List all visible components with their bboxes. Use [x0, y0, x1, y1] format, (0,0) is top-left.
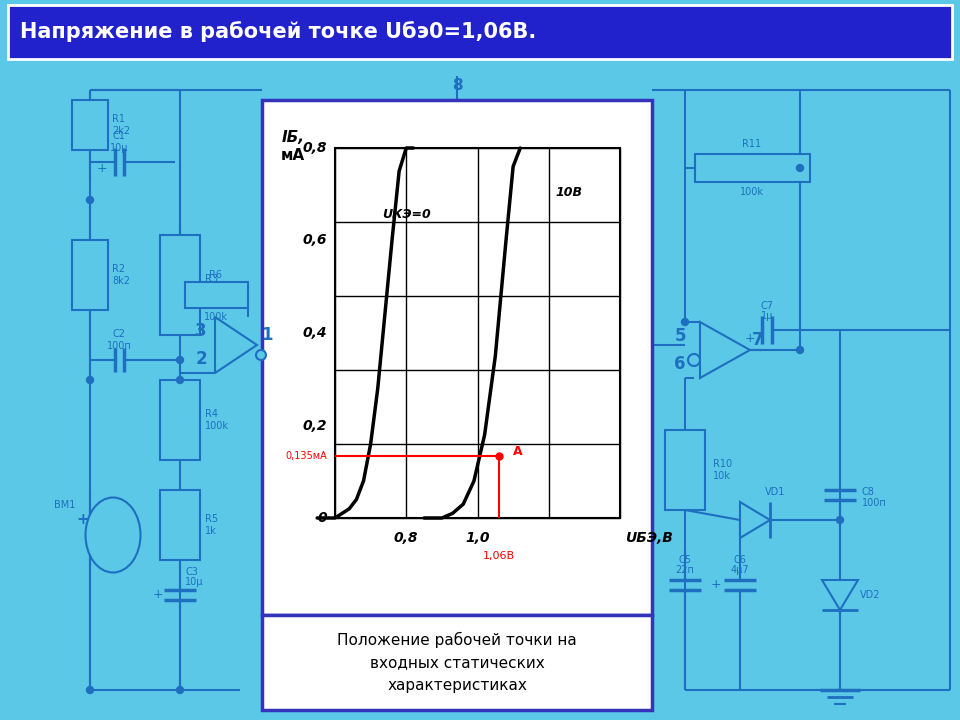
Text: +: + — [153, 588, 163, 601]
Text: 0,6: 0,6 — [302, 233, 327, 248]
Text: R2
8k2: R2 8k2 — [112, 264, 130, 286]
Text: 3: 3 — [195, 322, 206, 340]
Bar — [335, 148, 620, 518]
Text: BM1: BM1 — [55, 500, 76, 510]
Text: C2
100п: C2 100п — [107, 329, 132, 351]
Text: 0,8: 0,8 — [394, 531, 419, 545]
Text: +: + — [77, 513, 89, 528]
Text: C5: C5 — [679, 555, 691, 565]
Circle shape — [682, 318, 688, 325]
Text: UКЭ=0: UКЭ=0 — [382, 208, 431, 221]
Circle shape — [86, 686, 93, 693]
Text: 10μ: 10μ — [185, 577, 204, 587]
Text: R6: R6 — [209, 270, 223, 280]
Circle shape — [797, 346, 804, 354]
Circle shape — [836, 516, 844, 523]
Polygon shape — [822, 580, 858, 610]
Text: 1μ: 1μ — [761, 311, 773, 321]
Bar — [72, 100, 108, 150]
Circle shape — [797, 164, 804, 171]
Text: R11: R11 — [742, 139, 761, 149]
Text: UБЭ,В: UБЭ,В — [625, 531, 673, 545]
Text: Напряжение в рабочей точке Uбэ0=1,06В.: Напряжение в рабочей точке Uбэ0=1,06В. — [20, 22, 537, 42]
Circle shape — [86, 197, 93, 204]
Text: 10В: 10В — [555, 186, 582, 199]
Text: C8: C8 — [862, 487, 875, 497]
Bar — [72, 240, 108, 310]
Text: +: + — [710, 578, 721, 592]
Text: +: + — [97, 161, 108, 174]
Bar — [185, 282, 248, 308]
Text: R3
100k: R3 100k — [205, 274, 229, 296]
Circle shape — [86, 377, 93, 384]
Text: 100k: 100k — [740, 187, 764, 197]
Polygon shape — [740, 502, 770, 538]
Text: 0,135мА: 0,135мА — [285, 451, 327, 461]
Text: 1,06В: 1,06В — [483, 551, 515, 561]
Bar — [665, 430, 705, 510]
Text: 100k: 100k — [204, 312, 228, 322]
Bar — [695, 154, 810, 182]
Bar — [8, 5, 952, 59]
Text: 2: 2 — [195, 350, 206, 368]
Text: C1
10μ: C1 10μ — [109, 131, 129, 153]
Text: 0: 0 — [318, 511, 327, 525]
Circle shape — [177, 686, 183, 693]
Circle shape — [177, 377, 183, 384]
Text: R10
10k: R10 10k — [713, 459, 732, 481]
Text: R5
1k: R5 1k — [205, 514, 218, 536]
Text: 4μ7: 4μ7 — [731, 565, 750, 575]
Polygon shape — [700, 322, 750, 378]
Bar — [160, 380, 200, 460]
Circle shape — [177, 356, 183, 364]
Bar — [160, 490, 200, 560]
Circle shape — [688, 354, 700, 366]
Text: C3: C3 — [185, 567, 198, 577]
Text: R4
100k: R4 100k — [205, 409, 229, 431]
Text: 8: 8 — [452, 78, 463, 94]
Polygon shape — [215, 317, 257, 373]
Bar — [262, 615, 652, 710]
Ellipse shape — [85, 498, 140, 572]
Text: Положение рабочей точки на
входных статических
характеристиках: Положение рабочей точки на входных стати… — [337, 632, 577, 693]
Text: +: + — [745, 331, 756, 344]
Text: IБ,: IБ, — [282, 130, 305, 145]
Text: 6: 6 — [674, 355, 685, 373]
Text: А: А — [513, 445, 522, 458]
Text: 0,2: 0,2 — [302, 418, 327, 433]
Text: 7: 7 — [753, 331, 764, 349]
Text: VD2: VD2 — [860, 590, 880, 600]
Text: мА: мА — [281, 148, 305, 163]
Circle shape — [256, 350, 266, 360]
Text: VD1: VD1 — [765, 487, 785, 497]
Text: C7: C7 — [760, 301, 774, 311]
Text: R1
2k2: R1 2k2 — [112, 114, 131, 136]
Text: 0,8: 0,8 — [302, 141, 327, 155]
Text: 1,0: 1,0 — [466, 531, 490, 545]
Text: 22п: 22п — [676, 565, 694, 575]
Text: 0,4: 0,4 — [302, 326, 327, 340]
Text: 1: 1 — [261, 326, 273, 344]
Bar — [160, 235, 200, 335]
Text: 5: 5 — [674, 327, 685, 345]
Text: C6: C6 — [733, 555, 747, 565]
Bar — [262, 100, 652, 615]
Text: 100п: 100п — [862, 498, 887, 508]
